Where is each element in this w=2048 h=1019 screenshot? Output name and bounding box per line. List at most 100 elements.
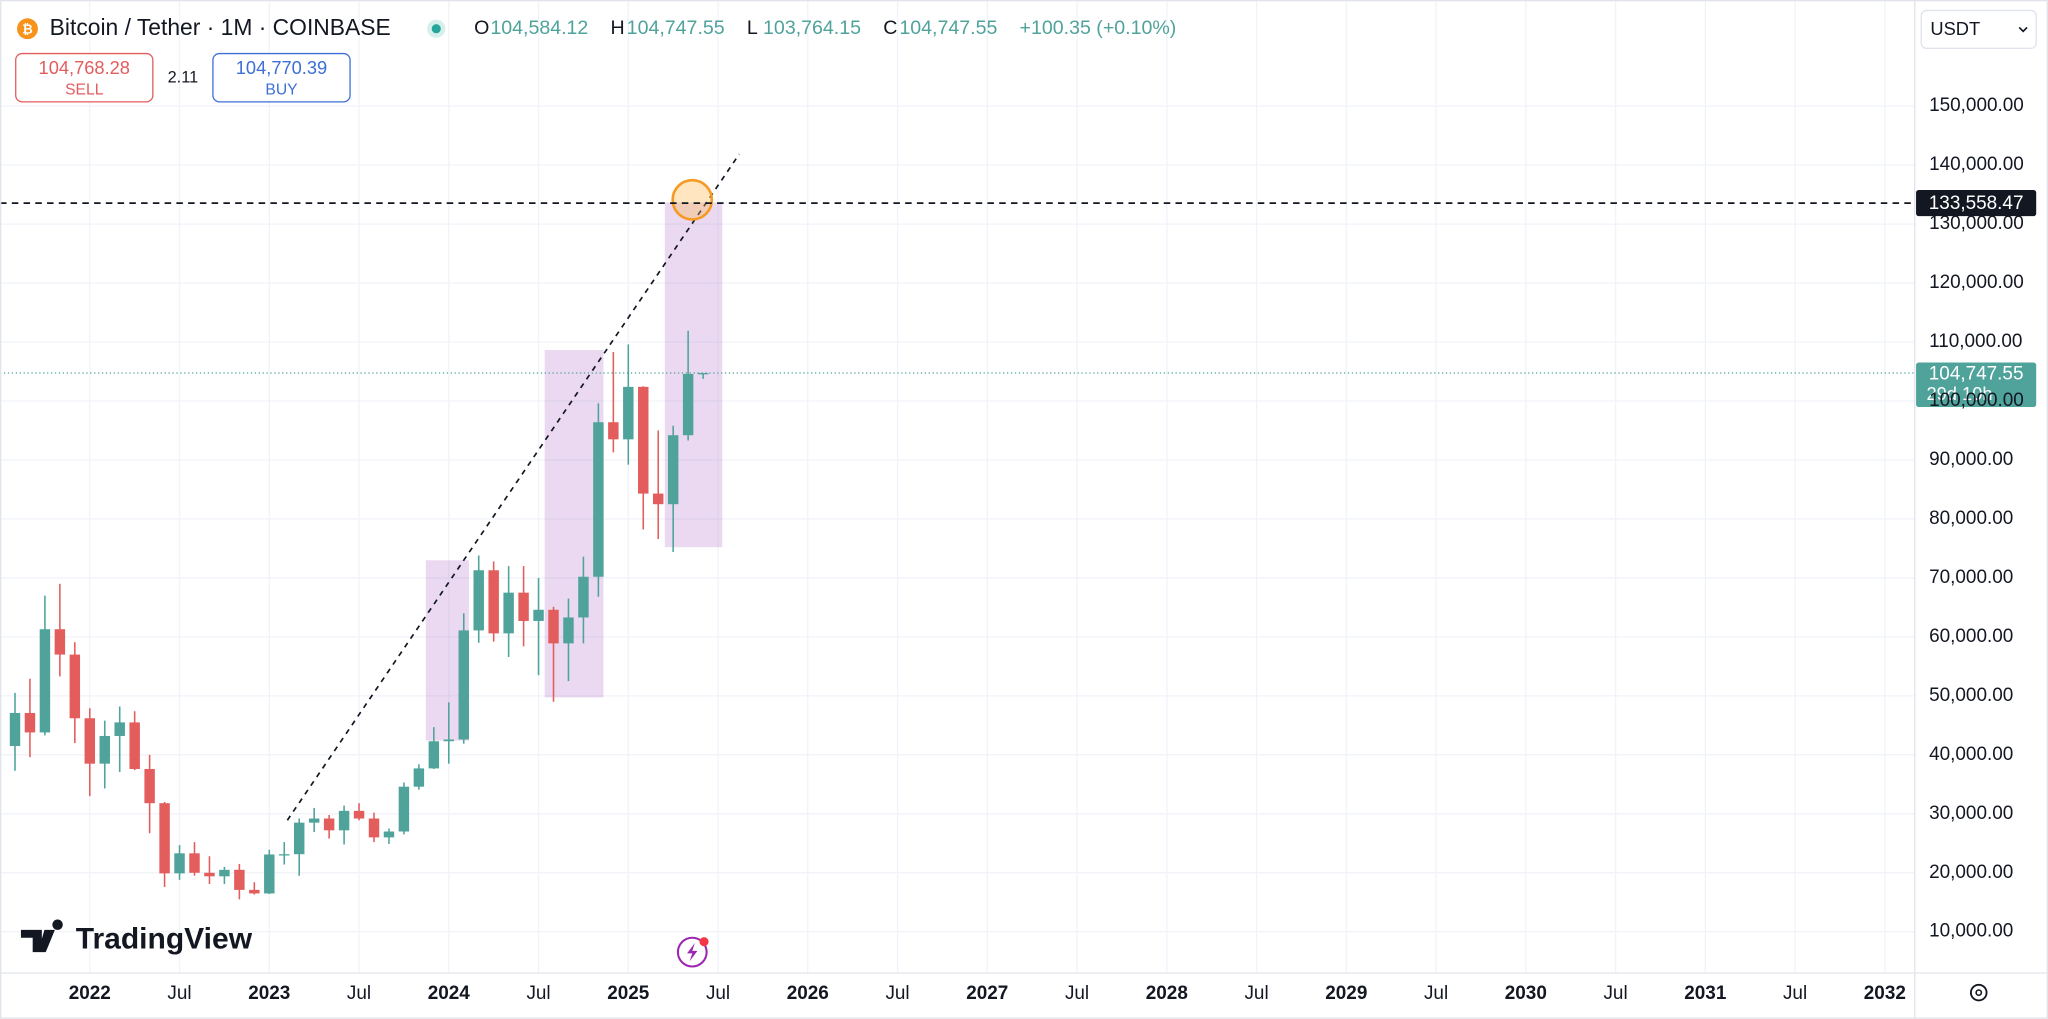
candle-body [39, 629, 51, 733]
x-tick-label: 2027 [966, 983, 1008, 1004]
candle-body [189, 853, 200, 873]
y-tick-label: 140,000.00 [1929, 154, 2024, 175]
sell-price: 104,768.28 [39, 57, 130, 78]
y-tick-label: 60,000.00 [1929, 626, 2013, 647]
x-tick-label: Jul [1603, 983, 1627, 1004]
candle-body [638, 386, 649, 494]
candle-body [398, 786, 410, 832]
events-badge [699, 937, 709, 947]
ohlc-value: 104,584.12 [490, 17, 588, 39]
candle-body [204, 872, 215, 877]
ohlc-key: L [747, 17, 758, 39]
currency-label: USDT [1930, 18, 1980, 39]
buy-button[interactable] [212, 52, 351, 103]
candle-body [144, 768, 155, 804]
settings-icon [1975, 989, 1983, 997]
y-tick-label: 110,000.00 [1929, 331, 2022, 352]
candle-body [368, 818, 380, 838]
x-tick-label: 2032 [1864, 983, 1906, 1004]
ohlc-value: 103,764.15 [763, 17, 861, 39]
candle-body [9, 712, 21, 746]
x-tick-label: Jul [706, 983, 730, 1004]
sell-button[interactable] [15, 52, 154, 103]
status-dot [431, 24, 441, 34]
x-tick-label: 2023 [248, 983, 290, 1004]
last-price-label: 104,747.55 [1929, 363, 2024, 384]
y-tick-label: 150,000.00 [1929, 95, 2024, 116]
buy-price: 104,770.39 [236, 57, 327, 78]
x-tick-label: Jul [526, 983, 550, 1004]
x-tick-label: Jul [885, 983, 909, 1004]
ohlc-change: +100.35 (+0.10%) [1020, 17, 1177, 39]
candle-body [219, 869, 230, 877]
ohlc-value: 104,747.55 [899, 17, 997, 39]
candle-body [114, 722, 125, 736]
candle-body [652, 493, 664, 505]
y-tick-label: 40,000.00 [1929, 744, 2013, 765]
candle-body [578, 576, 589, 618]
price-line-tag [1916, 190, 2037, 217]
candle-body [473, 570, 484, 631]
candle-body [682, 373, 694, 436]
y-tick-label: 90,000.00 [1929, 449, 2013, 470]
candle-body [129, 722, 140, 769]
spread: 2.11 [168, 69, 199, 87]
candle-body [563, 617, 574, 644]
candle-body [548, 609, 559, 644]
y-tick-label: 120,000.00 [1929, 272, 2024, 293]
candle-body [323, 818, 335, 831]
last-price-tag [1916, 362, 2037, 407]
candle-body [279, 854, 290, 856]
candle-body [24, 712, 36, 733]
symbol-title: Bitcoin / Tether · 1M · COINBASE [50, 14, 391, 40]
y-tick-label: 30,000.00 [1929, 803, 2013, 824]
buy-label: BUY [265, 81, 298, 98]
candle-body [293, 822, 305, 855]
y-tick-label: 80,000.00 [1929, 508, 2013, 529]
x-tick-label: Jul [1424, 983, 1448, 1004]
brand-logo [20, 919, 63, 953]
candles [9, 330, 709, 900]
candle-body [69, 654, 81, 719]
ohlc-value: 104,747.55 [627, 17, 725, 39]
candle-body [503, 592, 514, 634]
candle-body [264, 854, 275, 894]
x-tick-label: Jul [1065, 983, 1089, 1004]
dropdown-caret [2018, 26, 2028, 33]
target-circle [671, 178, 714, 221]
x-tick-label: 2030 [1505, 983, 1547, 1004]
candle-body [697, 373, 709, 375]
x-tick-label: 2026 [787, 983, 829, 1004]
x-tick-label: Jul [1783, 983, 1807, 1004]
x-tick-label: Jul [347, 983, 371, 1004]
x-tick-label: 2029 [1325, 983, 1367, 1004]
candle-body [383, 831, 395, 838]
trend-line [286, 153, 740, 821]
y-tick-label: 130,000.00 [1929, 213, 2024, 234]
coin-icon [17, 18, 38, 40]
candle-body [608, 422, 619, 440]
y-tick-label: 20,000.00 [1929, 862, 2013, 883]
x-tick-label: Jul [1244, 983, 1268, 1004]
candle-body [249, 889, 260, 894]
candle-body [428, 741, 440, 769]
x-tick-label: 2025 [607, 983, 649, 1004]
y-tick-label: 50,000.00 [1929, 685, 2013, 706]
candle-body [518, 592, 529, 621]
candle-body [234, 869, 245, 890]
ohlc-key: O [474, 17, 489, 39]
countdown-label: 29d 10h [1926, 383, 1992, 404]
x-tick-label: 2022 [69, 983, 111, 1004]
ohlc-key: C [883, 17, 897, 39]
settings-button[interactable] [1969, 983, 1988, 1002]
candle-body [308, 818, 320, 823]
brand-name: TradingView [76, 922, 253, 955]
currency-dropdown[interactable] [1920, 9, 2037, 49]
candle-body [443, 739, 455, 742]
candle-body [338, 810, 350, 831]
candle-body [458, 630, 469, 740]
x-tick-label: 2024 [428, 983, 471, 1004]
